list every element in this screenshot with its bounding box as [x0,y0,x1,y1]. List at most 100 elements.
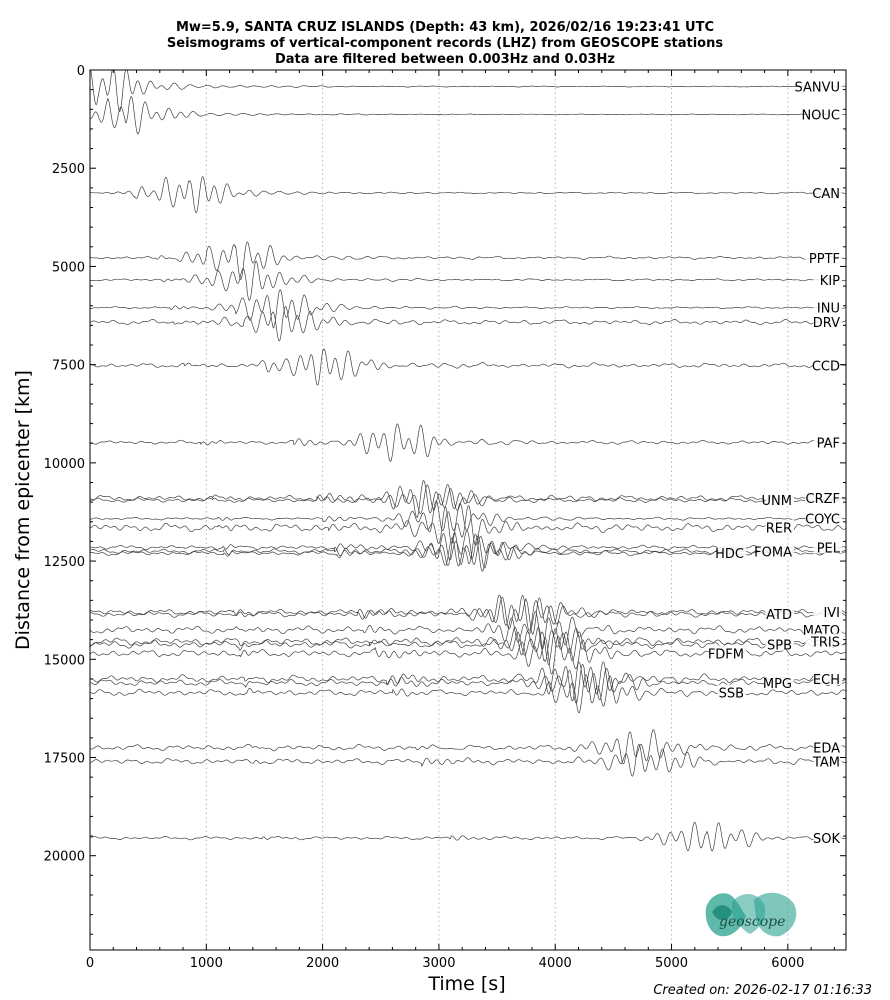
station-label-bg-eda [813,739,842,754]
x-tick-label-2000: 2000 [306,956,339,971]
station-label-bg-ccd [813,357,842,372]
station-label-pel: PEL [817,541,841,556]
station-label-bg-foma [757,543,794,558]
station-label-bg-fdfm [709,645,746,660]
station-label-bg-sanvu [797,78,842,93]
plot-frame [89,69,847,951]
station-label-bg-inu [813,299,842,314]
station-label-bg-ivi [813,604,842,619]
trace-pptf [90,241,846,280]
station-label-bg-tris [805,633,842,648]
trace-drv [90,306,846,342]
trace-paf [90,423,846,462]
y-tick-label-5000: 5000 [52,260,85,275]
trace-ech [90,661,846,702]
created-timestamp: Created on: 2026-02-17 01:16:33 [653,983,872,998]
trace-crzf [90,480,846,518]
station-label-inu: INU [817,302,840,317]
station-label-bg-hdc [717,545,746,560]
logo-shape-accent [712,905,732,921]
station-label-bg-paf [813,434,842,449]
logo-shape-right [754,892,797,937]
y-tick-label-7500: 7500 [52,359,85,374]
chart-title-line-3: Data are filtered between 0.003Hz and 0.… [275,52,615,67]
y-tick-label-10000: 10000 [44,457,85,472]
station-label-mpg: MPG [763,677,792,692]
station-label-eda: EDA [813,742,840,757]
trace-mato [90,611,846,650]
trace-sok [90,821,846,852]
station-label-ech: ECH [813,673,840,688]
station-label-hdc: HDC [715,547,744,562]
x-tick-label-4000: 4000 [539,956,572,971]
station-label-bg-ssb [717,684,746,699]
trace-mpg [90,664,846,704]
station-label-bg-tam [813,753,842,768]
x-tick-label-1000: 1000 [190,956,223,971]
trace-rer [90,505,846,546]
station-label-bg-mato [805,621,842,636]
y-tick-label-0: 0 [77,64,85,79]
station-label-nouc: NOUC [801,108,840,123]
trace-can [90,176,846,214]
x-tick-label-3000: 3000 [422,956,455,971]
station-label-unm: UNM [762,494,792,509]
trace-ivi [90,594,846,632]
station-label-bg-atd [765,606,794,621]
station-label-bg-kip [813,271,842,286]
geoscope-logo: geoscope [705,892,797,937]
station-label-tris: TRIS [810,636,840,651]
station-label-bg-can [813,184,842,199]
station-label-tam: TAM [812,755,840,770]
trace-coyc [90,500,846,533]
station-label-coyc: COYC [805,513,840,528]
y-tick-label-2500: 2500 [52,162,85,177]
axis-layer: 0 1000 2000 3000 4000 5000 6000 0 2500 5000 7500 10… [44,64,847,971]
trace-sanvu [90,70,846,112]
trace-layer [90,70,846,852]
grid-layer [205,70,789,950]
station-label-bg-spb [765,636,794,651]
station-label-bg-pel [813,539,842,554]
station-label-spb: SPB [767,638,792,653]
x-tick-label-0: 0 [86,956,94,971]
station-label-bg-ech [813,670,842,685]
y-tick-label-17500: 17500 [44,752,85,767]
y-tick-label-15000: 15000 [44,653,85,668]
chart-title-line-2: Seismograms of vertical-component record… [167,36,723,51]
station-label-bg-sok [813,830,842,845]
trace-ccd [90,348,846,386]
trace-nouc [90,96,846,135]
chart-title-line-1: Mw=5.9, SANTA CRUZ ISLANDS (Depth: 43 km… [176,20,714,35]
station-label-bg-unm [765,492,794,507]
station-label-atd: ATD [766,608,792,623]
trace-atd [90,596,846,635]
station-label-bg-mpg [765,674,794,689]
station-label-bg-rer [765,519,794,534]
y-tick-label-20000: 20000 [44,850,85,865]
logo-text: geoscope [719,914,785,930]
station-label-bg-drv [813,314,842,329]
station-label-rer: RER [766,522,792,537]
station-label-crzf: CRZF [806,492,841,507]
trace-tam [90,743,846,777]
station-label-ivi: IVI [823,606,840,621]
trace-tris [90,626,846,662]
station-label-bg-nouc [805,106,842,121]
station-label-bg-coyc [805,510,842,525]
station-label-ssb: SSB [719,687,744,702]
x-tick-label-5000: 5000 [655,956,688,971]
trace-inu [90,289,846,329]
y-axis-label: Distance from epicenter [km] [12,370,34,650]
station-label-pptf: PPTF [809,252,840,267]
trace-eda [90,729,846,765]
station-label-bg-crzf [805,490,842,505]
x-axis-label: Time [s] [427,973,505,995]
station-label-paf: PAF [817,436,840,451]
trace-kip [90,260,846,301]
trace-unm [90,484,846,514]
station-label-kip: KIP [820,274,840,289]
station-label-sanvu: SANVU [794,81,840,96]
